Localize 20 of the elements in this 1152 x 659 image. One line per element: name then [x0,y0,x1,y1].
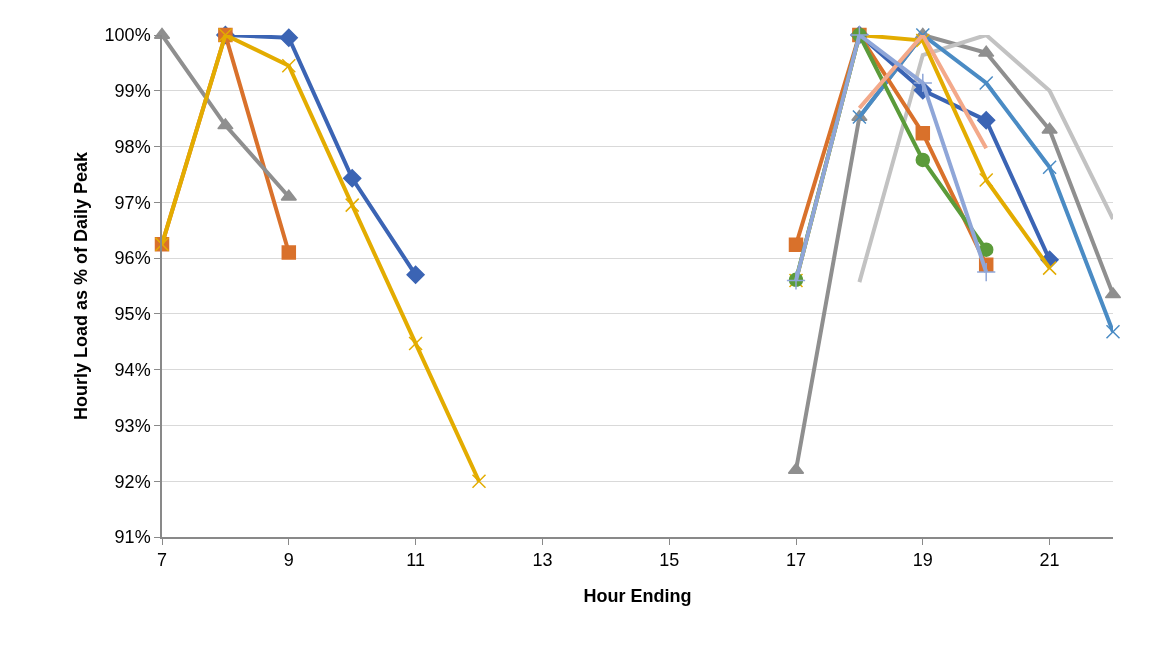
y-tick-label: 100% [104,25,151,46]
y-tick-label: 95% [114,304,151,325]
x-tick-label: 19 [912,550,933,571]
y-tick-label: 91% [114,527,151,548]
y-tick-label: 99% [114,81,151,102]
x-tick-label: 21 [1039,550,1060,571]
y-tick-label: 93% [114,415,151,436]
y-tick-label: 98% [114,136,151,157]
x-tick-label: 11 [406,550,425,571]
x-tick-label: 7 [156,550,168,571]
y-axis-title: Hourly Load as % of Daily Peak [71,150,92,421]
x-axis-title: Hour Ending [583,585,692,606]
y-tick-label: 97% [114,192,151,213]
y-tick-label: 92% [114,471,151,492]
x-tick-label: 9 [283,550,294,571]
y-tick-label: 96% [114,248,151,269]
x-tick-label: 15 [659,550,680,571]
x-tick-label: 17 [785,550,807,571]
y-tick-label: 94% [114,359,151,380]
x-tick-label: 13 [532,550,553,571]
